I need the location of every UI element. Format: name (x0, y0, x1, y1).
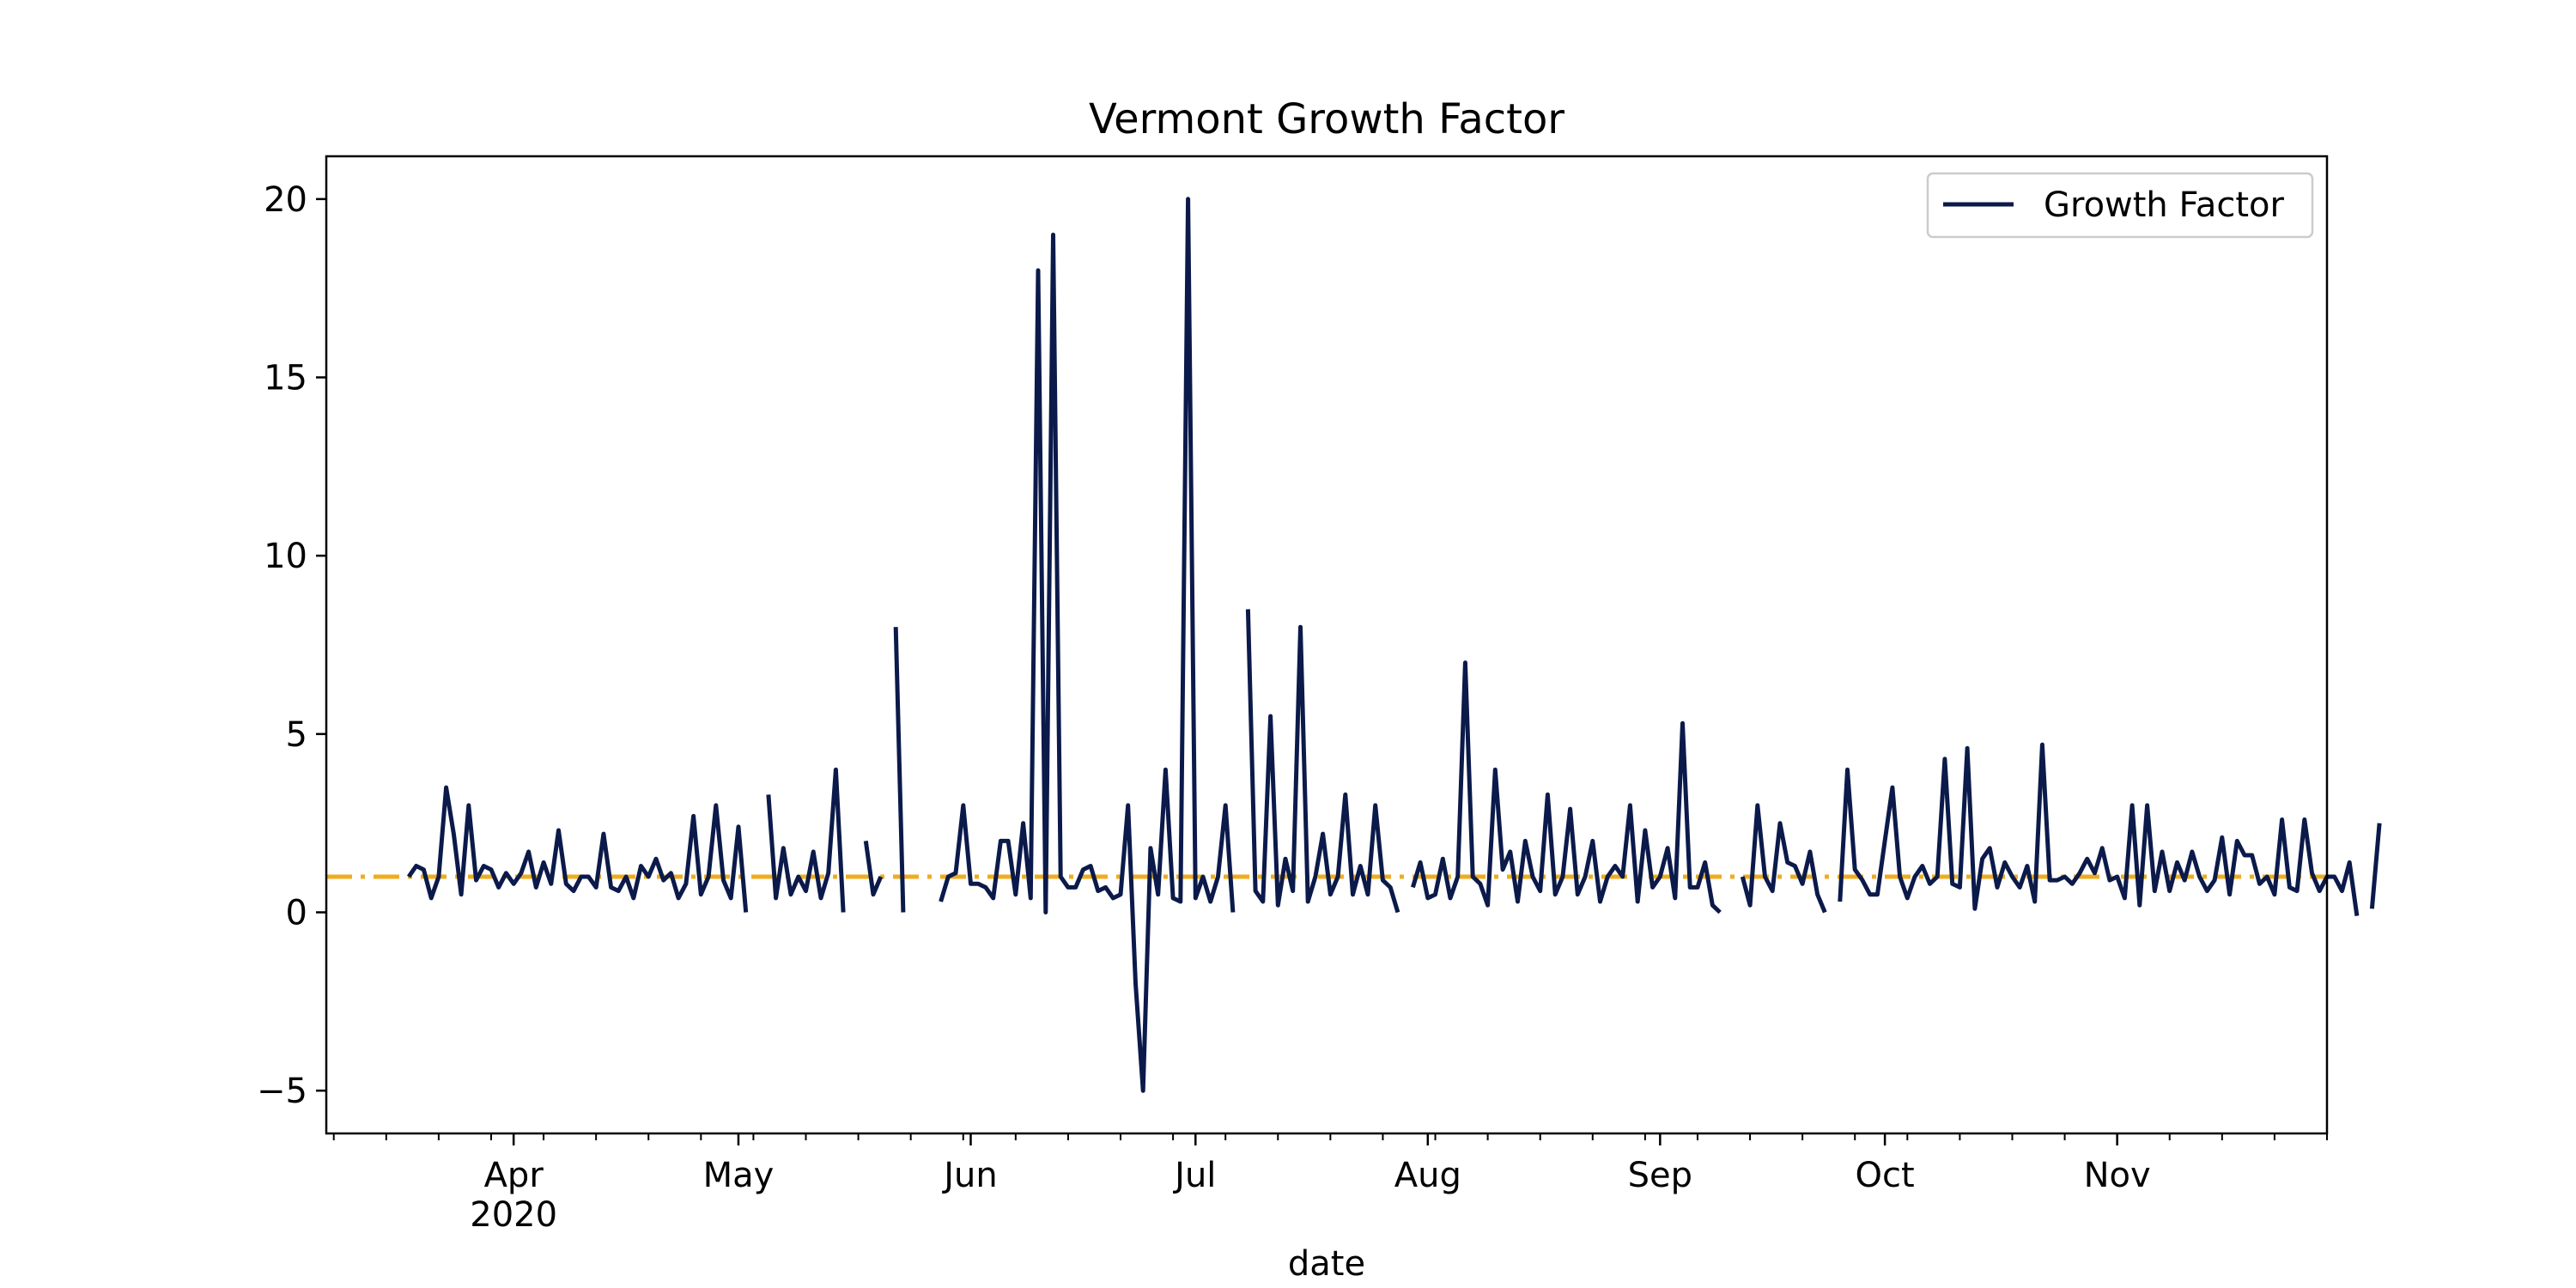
x-tick-label: Oct (1856, 1156, 1915, 1195)
plot-area (325, 155, 2382, 1135)
legend-label-growth-factor: Growth Factor (2044, 185, 2284, 225)
legend: Growth Factor (1926, 172, 2314, 239)
plot-frame (325, 155, 2329, 1135)
y-tick-label: 20 (264, 180, 307, 220)
x-tick-label: Aug (1394, 1156, 1461, 1195)
series-line-segment (2369, 823, 2382, 909)
series-line-segment (1740, 803, 1827, 914)
series-line-segment (1838, 742, 2360, 916)
series-line-segment (406, 785, 749, 913)
chart-title: Vermont Growth Factor (1089, 95, 1564, 143)
series-layer (406, 197, 2382, 1093)
legend-box (1926, 172, 2314, 239)
y-tick-label: −5 (257, 1072, 307, 1111)
series-line-segment (939, 197, 1236, 1093)
series-line-segment (1411, 660, 1722, 914)
x-axis-label: date (1288, 1244, 1365, 1284)
y-tick-label: 0 (286, 893, 307, 933)
plot-background (326, 156, 2327, 1133)
x-tick-label: May (703, 1156, 775, 1195)
x-tick-year-label: 2020 (470, 1195, 557, 1235)
x-tick-label: Apr (484, 1156, 544, 1195)
series-line-segment (863, 841, 884, 897)
series-line-segment (766, 767, 846, 913)
x-tick-label: Sep (1628, 1156, 1692, 1195)
y-axis: −5 0 5 10 15 20 (257, 180, 326, 1111)
x-tick-label: Nov (2084, 1156, 2151, 1195)
series-line-segment (1245, 609, 1400, 914)
x-tick-label: Jun (941, 1156, 998, 1195)
y-tick-label: 15 (264, 359, 307, 398)
y-tick-label: 10 (264, 537, 307, 576)
series-line-segment (893, 627, 906, 913)
x-tick-label: Jul (1172, 1156, 1216, 1195)
y-tick-label: 5 (286, 715, 307, 755)
